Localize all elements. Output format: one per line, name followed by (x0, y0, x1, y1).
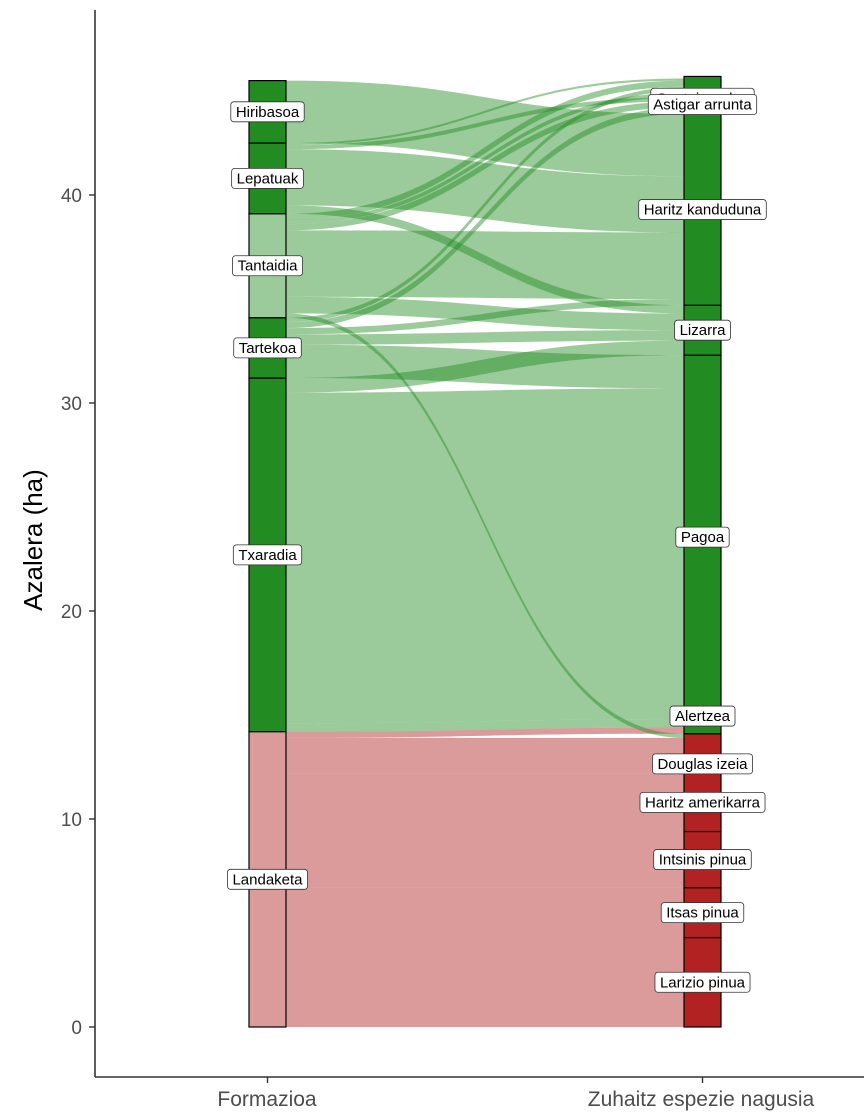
y-tick-label: 10 (61, 810, 82, 831)
x-axis-label-espeziea: Zuhaitz espezie nagusia (588, 1088, 815, 1111)
formazioa-label-landaketa: Landaketa (227, 868, 308, 890)
espeziea-label-text: Intsinis pinua (659, 852, 747, 869)
y-ticks-layer: 0 10 20 30 40 (61, 186, 704, 1083)
flow-tartekoa-to-haritz-kanduduna (286, 299, 684, 335)
flow-tantaidia-to-gaztainondoa (286, 93, 684, 225)
espeziea-label-lizarra: Lizarra (674, 319, 731, 341)
flow-landaketa-to-alertzea (286, 727, 684, 738)
formazioa-label-tantaidia: Tantaidia (232, 255, 303, 277)
espeziea-label-haritz-kanduduna: Haritz kanduduna (638, 199, 767, 220)
formazioa-label-txaradia: Txaradia (232, 544, 303, 566)
formazioa-label-text: Txaradia (238, 547, 297, 564)
espeziea-label-text: Itsas pinua (666, 905, 739, 922)
espeziea-label-larizio-pinua: Larizio pinua (654, 971, 751, 993)
flow-landaketa-to-itsas-pinua (286, 887, 684, 938)
espeziea-label-pagoa: Pagoa (675, 526, 730, 548)
espeziea-label-astigar-arrunta: Astigar arrunta (647, 94, 758, 115)
espeziea-label-box (638, 199, 767, 220)
formazioa-label-box (230, 101, 305, 123)
flow-landaketa-to-larizio-pinua (286, 937, 684, 1027)
y-tick-label: 20 (61, 602, 82, 623)
espeziea-label-intsinis-pinua: Intsinis pinua (653, 849, 752, 870)
espeziea-label-text: Haritz amerikarra (645, 794, 761, 811)
node-labels-layer: Landaketa Txaradia Tartekoa Tantaidia Lepatu… (227, 87, 767, 993)
espeziea-label-box (660, 902, 745, 923)
espeziea-label-itsas-pinua: Itsas pinua (660, 902, 745, 923)
flow-lepatuak-to-haritz-kanduduna (286, 149, 684, 233)
formazioa-label-text: Tantaidia (237, 258, 298, 275)
flow-tantaidia-to-haritz-kanduduna (286, 230, 684, 299)
flow-tantaidia-to-douglas-izeia (286, 313, 684, 738)
flow-tantaidia-to-haritza (286, 101, 684, 231)
x-axis-label-formazioa: Formazioa (217, 1088, 317, 1111)
espeziea-label-haritz-amerikarra: Haritz amerikarra (639, 791, 766, 813)
espeziea-label-box (674, 319, 731, 341)
espeziea-label-box (653, 849, 752, 870)
flow-lepatuak-to-lizarra (286, 205, 684, 314)
flow-landaketa-to-douglas-izeia (286, 737, 684, 774)
espeziea-label-text: Lizarra (680, 322, 727, 339)
flow-lepatuak-to-astigar-arrunta (286, 78, 684, 146)
espeziea-label-box (639, 791, 766, 813)
espeziea-label-text: Pagoa (681, 529, 725, 546)
flow-landaketa-to-haritz-amerikarra (286, 773, 684, 832)
flow-tantaidia-to-astigar-arrunta (286, 80, 684, 220)
espeziea-label-box (675, 526, 730, 548)
axes-layer: Azalera (ha) Formazioa Zuhaitz espezie n… (18, 10, 864, 1111)
y-axis-title: Azalera (ha) (18, 469, 48, 611)
espeziea-label-douglas-izeia: Douglas izeia (652, 753, 753, 775)
flow-hiribasoa-to-haritz-kanduduna (286, 80, 684, 177)
flows-layer (286, 78, 684, 1027)
espeziea-label-text: Douglas izeia (657, 756, 748, 773)
espeziea-label-text: Larizio pinua (660, 974, 746, 991)
flow-txaradia-to-alertzea (286, 719, 684, 732)
formazioa-label-hiribasoa: Hiribasoa (230, 101, 305, 123)
espeziea-label-box (652, 753, 753, 775)
formazioa-label-text: Lepatuak (237, 170, 299, 187)
formazioa-label-text: Tartekoa (239, 340, 297, 357)
espeziea-label-box (654, 971, 751, 993)
flow-tartekoa-to-haritza (286, 107, 684, 329)
formazioa-label-box (232, 544, 303, 566)
espeziea-label-text: Haritz kanduduna (644, 202, 762, 219)
formazioa-label-tartekoa: Tartekoa (233, 337, 302, 359)
y-tick-label: 30 (61, 394, 82, 415)
formazioa-label-text: Landaketa (232, 871, 303, 888)
flow-tantaidia-to-lizarra (286, 296, 684, 331)
flow-landaketa-to-intsinis-pinua (286, 831, 684, 888)
formazioa-label-box (232, 255, 303, 277)
espeziea-label-alertzea: Alertzea (669, 705, 736, 727)
flow-lepatuak-to-haritza (286, 97, 684, 150)
flow-tartekoa-to-lizarra (286, 330, 684, 345)
formazioa-label-box (227, 868, 308, 890)
flow-txaradia-to-lizarra (286, 340, 684, 393)
formazioa-label-lepatuak: Lepatuak (231, 167, 304, 189)
flow-tartekoa-to-astigar-arrunta (286, 86, 684, 322)
flow-txaradia-to-pagoa (286, 388, 684, 724)
formazioa-label-box (231, 167, 304, 189)
y-tick-label: 40 (61, 186, 82, 207)
espeziea-label-box (647, 94, 758, 115)
formazioa-label-box (233, 337, 302, 359)
espeziea-label-text: Alertzea (675, 708, 731, 725)
espeziea-label-box (669, 705, 736, 727)
y-tick-label: 0 (71, 1018, 82, 1039)
espeziea-label-text: Astigar arrunta (653, 97, 752, 114)
formazioa-label-text: Hiribasoa (236, 104, 300, 121)
flow-tartekoa-to-pagoa (286, 344, 684, 389)
